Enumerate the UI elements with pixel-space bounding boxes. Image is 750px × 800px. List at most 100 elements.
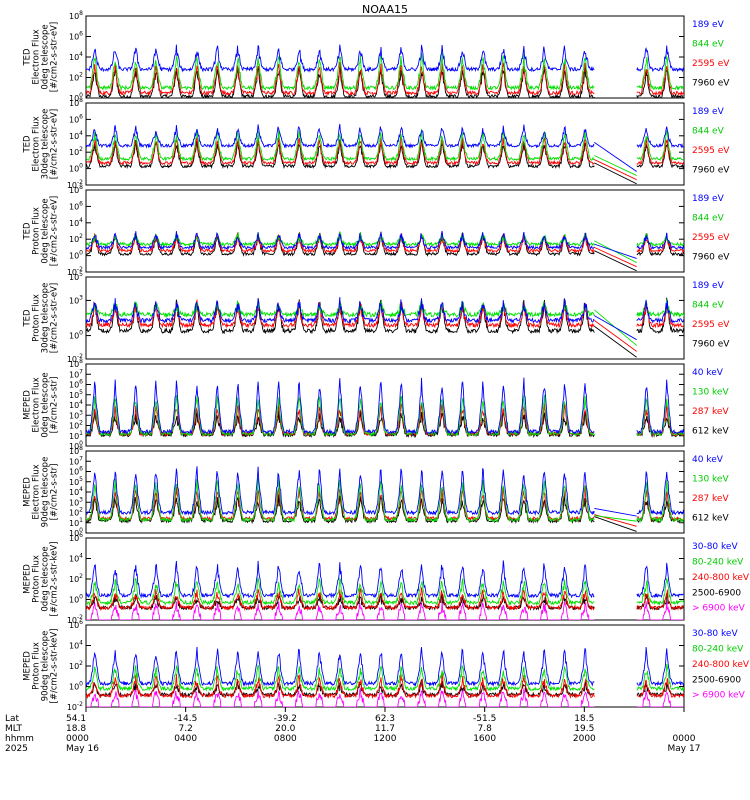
gap-connector xyxy=(594,250,637,272)
gap-connector xyxy=(594,159,637,181)
y-tick-exponent: 5 xyxy=(79,389,83,396)
time-axis-date: May 16 xyxy=(66,744,99,754)
y-tick-exponent: 2 xyxy=(79,573,83,580)
y-tick-base: 10 xyxy=(69,296,79,305)
y-tick-base: 10 xyxy=(69,432,79,441)
y-tick-label: 104 xyxy=(69,130,83,141)
gap-connector xyxy=(594,516,637,532)
series-lines xyxy=(86,466,684,532)
legend-entry: > 6900 keV xyxy=(692,691,746,701)
series-line xyxy=(86,44,684,73)
y-tick-base: 10 xyxy=(69,99,79,108)
gap-connector xyxy=(594,315,637,341)
y-tick-exponent: 4 xyxy=(79,399,83,406)
y-axis-label-line: TED xyxy=(23,48,33,67)
gap-connector xyxy=(594,246,637,268)
legend-entry: 130 keV xyxy=(692,387,729,397)
legend-entry: 80-240 keV xyxy=(692,644,744,654)
y-axis-label-line: [#/cm2-s-str-eV] xyxy=(50,109,60,179)
y-tick-base: 10 xyxy=(69,94,79,103)
y-tick-label: 106 xyxy=(69,532,83,543)
gap-connector xyxy=(594,141,637,172)
time-axis-lat: 62.3 xyxy=(375,714,395,724)
legend-entry: 2500-6900 xyxy=(692,588,741,598)
y-tick-exponent: 8 xyxy=(79,358,83,365)
legend-entry: 40 keV xyxy=(692,455,724,465)
time-axis-lat: -51.5 xyxy=(473,714,496,724)
y-tick-base: 10 xyxy=(69,468,79,477)
y-tick-exponent: 0 xyxy=(79,92,83,99)
y-tick-exponent: 0 xyxy=(79,527,83,534)
legend-entry: 189 eV xyxy=(692,20,725,30)
figure-title: NOAA15 xyxy=(362,3,408,16)
y-tick-label: 102 xyxy=(69,660,83,671)
y-tick-label: 108 xyxy=(69,358,83,369)
series-lines xyxy=(86,230,684,272)
series-line xyxy=(86,52,684,92)
y-tick-base: 10 xyxy=(69,370,79,379)
y-tick-base: 10 xyxy=(69,422,79,431)
y-tick-base: 10 xyxy=(69,202,79,211)
y-tick-label: 108 xyxy=(69,97,83,108)
panel-frame xyxy=(85,102,685,186)
y-tick-label: 106 xyxy=(69,200,83,211)
time-axis-mlt: 7.8 xyxy=(478,724,493,734)
y-axis-label-line: TED xyxy=(23,135,33,154)
y-tick-base: 10 xyxy=(69,252,79,261)
y-tick-label: 102 xyxy=(69,507,83,518)
time-axis-lat: 54.1 xyxy=(66,714,86,724)
y-tick-exponent: 4 xyxy=(79,553,83,560)
y-axis-label-line: 90deg telescope xyxy=(41,631,51,702)
legend-entry: 2595 eV xyxy=(692,233,730,243)
y-tick-base: 10 xyxy=(69,447,79,456)
y-tick-label: 104 xyxy=(69,640,83,651)
y-tick-base: 10 xyxy=(69,273,79,282)
y-tick-label: 105 xyxy=(69,389,83,400)
y-tick-exponent: 2 xyxy=(79,420,83,427)
legend-entry: 80-240 keV xyxy=(692,557,744,567)
series-lines xyxy=(86,560,684,620)
y-tick-label: 104 xyxy=(69,217,83,228)
y-tick-exponent: 4 xyxy=(79,51,83,58)
y-axis-label-line: [#/cm2-s-str-keV] xyxy=(50,629,60,704)
gap-connector xyxy=(594,162,637,185)
y-tick-label: 103 xyxy=(69,496,83,507)
y-tick-label: 104 xyxy=(69,51,83,62)
y-tick-label: 101 xyxy=(69,430,83,441)
legend-entry: 612 keV xyxy=(692,426,729,436)
y-tick-label: 108 xyxy=(69,184,83,195)
legend-entry: 7960 eV xyxy=(692,252,730,262)
y-axis-label-line: 0deg telescope xyxy=(41,198,51,263)
y-tick-exponent: 0 xyxy=(79,440,83,447)
y-axis-label-line: TED xyxy=(23,309,33,328)
legend-entry: 240-800 keV xyxy=(692,660,750,670)
y-tick-label: 10-2 xyxy=(67,614,83,625)
y-axis-label-line: 0deg telescope xyxy=(41,24,51,89)
y-tick-exponent: 6 xyxy=(79,379,83,386)
legend-entry: 7960 eV xyxy=(692,165,730,175)
y-tick-exponent: 0 xyxy=(79,681,83,688)
y-tick-exponent: -2 xyxy=(77,179,83,186)
gap-connector xyxy=(594,515,637,522)
y-tick-label: 10-2 xyxy=(67,179,83,190)
legend-entry: 844 eV xyxy=(692,126,725,136)
y-tick-exponent: -2 xyxy=(77,353,83,360)
y-tick-base: 10 xyxy=(69,488,79,497)
y-tick-base: 10 xyxy=(69,33,79,42)
y-tick-base: 10 xyxy=(69,235,79,244)
y-tick-exponent: 6 xyxy=(79,466,83,473)
series-line xyxy=(86,577,684,607)
time-axis-mlt: 18.8 xyxy=(66,724,86,734)
time-axis-lat: -39.2 xyxy=(274,714,297,724)
y-axis-label-line: MEPED xyxy=(23,477,33,507)
series-line xyxy=(86,123,684,149)
y-tick-exponent: 8 xyxy=(79,184,83,191)
y-tick-label: 108 xyxy=(69,10,83,21)
series-line xyxy=(86,687,684,707)
legend-entry: 287 keV xyxy=(692,407,729,417)
y-tick-label: 104 xyxy=(69,486,83,497)
panel-5: 100101102103104105106107108MEPEDElectron… xyxy=(23,358,730,451)
series-line xyxy=(86,394,684,438)
y-tick-label: 103 xyxy=(69,409,83,420)
